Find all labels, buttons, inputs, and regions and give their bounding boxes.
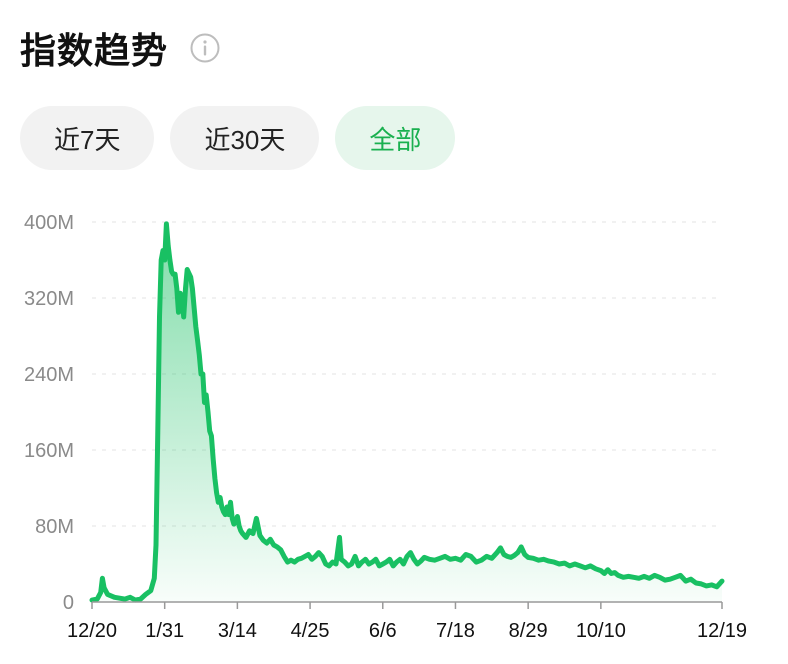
x-tick-label: 3/14 — [218, 620, 257, 642]
x-tick-label: 1/31 — [145, 620, 184, 642]
x-tick-label: 4/25 — [291, 620, 330, 642]
x-tick-label: 7/18 — [436, 620, 475, 642]
header: 指数趋势 — [20, 22, 220, 74]
range-tabs: 近7天 近30天 全部 — [20, 106, 456, 170]
x-tick-label: 12/20 — [67, 620, 117, 642]
info-icon[interactable] — [190, 33, 220, 63]
y-tick-label: 160M — [24, 440, 74, 462]
x-axis-labels: 12/20 1/31 3/14 4/25 6/6 7/18 8/29 10/10 12/19 — [67, 620, 747, 642]
tab-7-days[interactable]: 近7天 — [20, 106, 155, 170]
y-tick-label: 240M — [24, 364, 74, 386]
y-tick-label: 400M — [24, 212, 74, 234]
x-tick-label: 8/29 — [509, 620, 548, 642]
x-axis-ticks — [91, 602, 723, 609]
y-tick-label: 80M — [35, 516, 74, 538]
y-tick-label: 320M — [24, 288, 74, 310]
x-tick-label: 12/19 — [697, 620, 747, 642]
series-line — [89, 221, 725, 603]
y-tick-label: 0 — [63, 592, 74, 614]
x-tick-label: 10/10 — [576, 620, 626, 642]
page-title: 指数趋势 — [20, 30, 169, 71]
y-axis-labels: 0 80M 160M 240M 320M 400M — [24, 212, 74, 614]
trend-chart: 0 80M 160M 240M 320M 400M 12/20 1/31 3/14 4/25 6/… — [24, 212, 747, 642]
x-tick-label: 6/6 — [369, 620, 397, 642]
tab-all[interactable]: 全部 — [335, 106, 456, 170]
tab-30-days[interactable]: 近30天 — [170, 106, 320, 170]
